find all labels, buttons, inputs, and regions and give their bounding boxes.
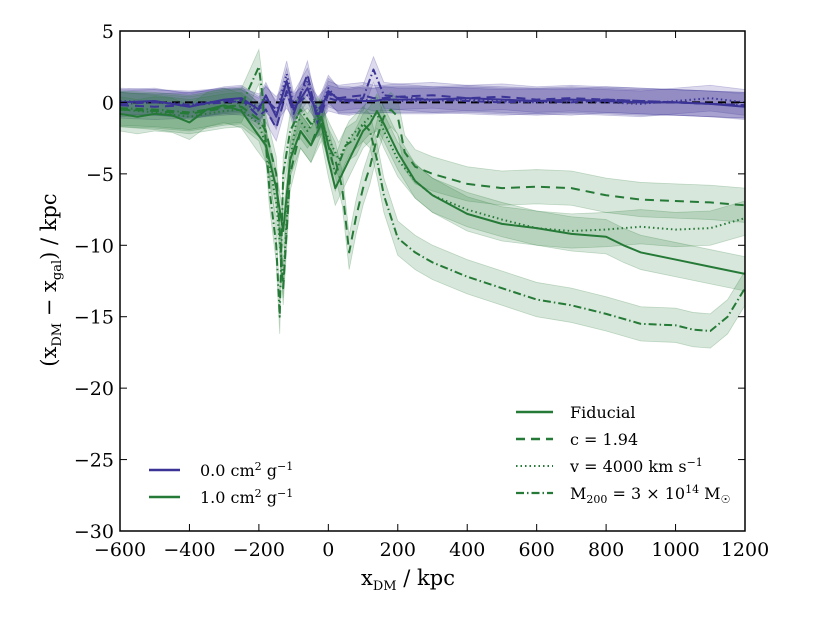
line-sigma0-dotted (120, 72, 745, 115)
x-tick-label: 1200 (721, 539, 769, 561)
x-axis-label: xDM / kpc (361, 566, 455, 594)
y-axis-label: (xDM − xgal) / kpc (37, 193, 65, 366)
line-sigma1-dotted (120, 108, 745, 282)
legend-label-velocity: v = 4000 km s−1 (569, 456, 703, 476)
plot-frame (119, 30, 746, 532)
y-tick-label: −5 (86, 164, 114, 186)
x-tick-label: −400 (163, 539, 215, 561)
line-sigma0-solid (120, 80, 745, 118)
line-sigma1-solid (120, 104, 745, 275)
axis-ticks: −600 −400 −200 0 200 400 600 800 1000 1200 5 0 −5 −10… (74, 21, 769, 561)
legend-label-mass: M200 = 3 × 1014 M☉ (570, 483, 730, 506)
series-lines (120, 65, 745, 332)
x-tick-label: 0 (322, 539, 334, 561)
x-tick-label: 1000 (651, 539, 699, 561)
line-sigma1-dashdot (120, 65, 745, 332)
x-tick-label: 400 (449, 539, 485, 561)
y-tick-label: −30 (74, 521, 114, 543)
y-tick-label: −10 (74, 235, 114, 257)
band-sigma1-dashdot (120, 48, 745, 349)
y-tick-label: 0 (102, 92, 114, 114)
legend-simulation: Fiducial c = 1.94 v = 4000 km s−1 M200 =… (516, 403, 730, 506)
legend-cross-section: 0.0 cm2 g−1 1.0 cm2 g−1 (149, 460, 293, 507)
legend-label-sigma0: 0.0 cm2 g−1 (200, 460, 293, 480)
x-tick-label: 200 (380, 539, 416, 561)
line-sigma0-dashdot (120, 68, 745, 111)
line-sigma0-dashed (120, 72, 745, 130)
y-tick-label: −20 (74, 378, 114, 400)
y-tick-label: −15 (74, 307, 114, 329)
legend-label-sigma1: 1.0 cm2 g−1 (200, 487, 293, 507)
y-tick-label: 5 (102, 21, 114, 43)
x-tick-label: −600 (94, 539, 146, 561)
x-tick-label: −200 (233, 539, 285, 561)
line-sigma1-dashed (120, 105, 745, 290)
band-sigma0-dashdot (120, 55, 745, 124)
x-tick-label: 800 (588, 539, 624, 561)
legend-label-fiducial: Fiducial (570, 403, 636, 422)
legend-label-concentration: c = 1.94 (570, 430, 638, 449)
band-sigma1-solid (120, 87, 745, 292)
x-tick-label: 600 (519, 539, 555, 561)
y-tick-label: −25 (74, 450, 114, 472)
band-sigma0-dashed (120, 59, 745, 143)
